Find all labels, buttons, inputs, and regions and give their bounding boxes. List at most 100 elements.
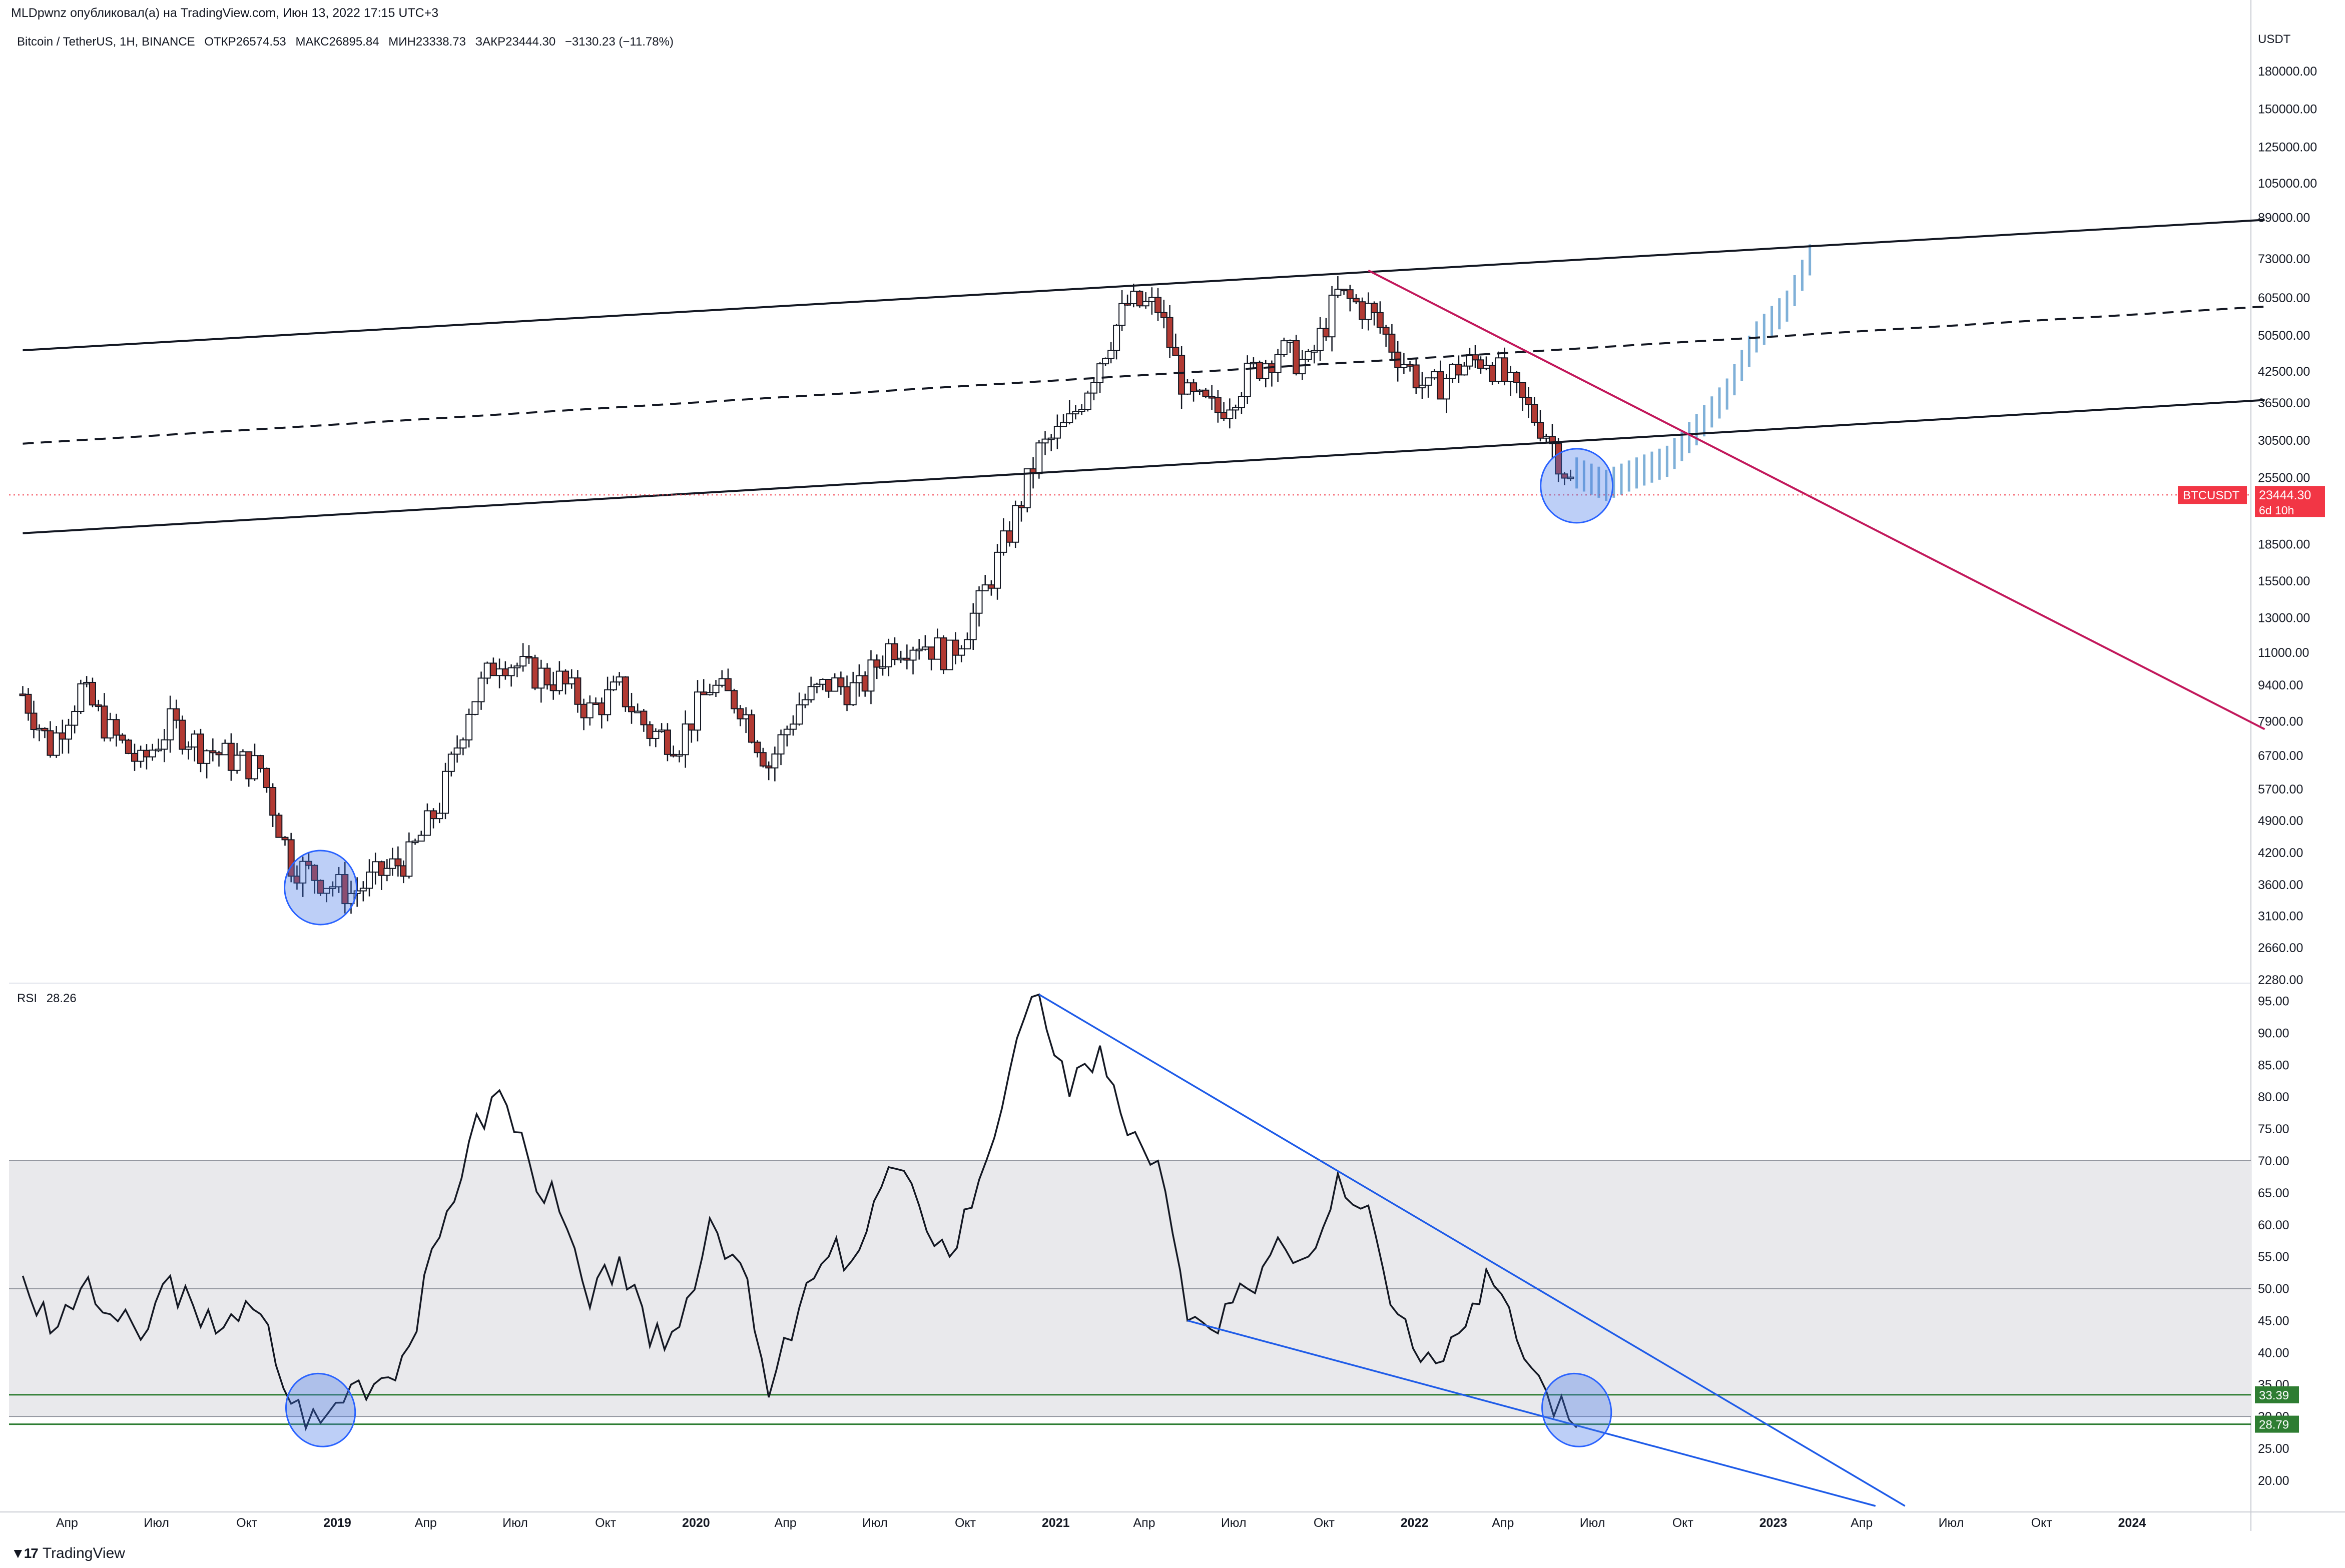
trendline-channel_bottom (23, 399, 2265, 534)
price-tick-label: 60500.00 (2258, 291, 2310, 305)
candle-body (30, 712, 38, 730)
candle-body (694, 691, 702, 731)
candle-body (1322, 328, 1330, 338)
time-axis-label: 2019 (323, 1516, 351, 1530)
price-tick-label: 4200.00 (2258, 846, 2303, 860)
candle-body (759, 752, 767, 766)
candle-body (1328, 294, 1336, 338)
candle-body (1160, 312, 1167, 318)
price-tick-label: 2280.00 (2258, 973, 2303, 987)
candle-body (1035, 442, 1043, 474)
candle-body (934, 637, 941, 660)
candle-body (975, 590, 983, 614)
highlight-circle (1540, 448, 1614, 524)
candle-body (233, 754, 241, 771)
candle-body (742, 714, 750, 719)
candle-body (215, 752, 223, 755)
candle-body (789, 723, 797, 730)
candle-body (496, 668, 503, 676)
price-tick-label: 7900.00 (2258, 714, 2303, 728)
footer-brand[interactable]: TradingView (42, 1545, 125, 1561)
trendline-channel_mid (23, 305, 2265, 445)
tradingview-logo-icon[interactable]: ▼17 (11, 1545, 39, 1561)
candle-body (837, 677, 845, 687)
candle-body (1053, 426, 1061, 439)
rsi-marker-badge (2255, 1386, 2299, 1403)
candle-body (287, 839, 295, 877)
candle-body (537, 667, 545, 689)
candle-body (317, 880, 324, 894)
rsi-tick-label: 55.00 (2258, 1250, 2289, 1264)
price-tick-label: 18500.00 (2258, 538, 2310, 552)
rsi-label[interactable]: RSI (17, 992, 38, 1005)
rsi-highlight-circle (1541, 1372, 1612, 1447)
candle-body (1317, 328, 1324, 351)
candle-body (1406, 364, 1414, 367)
candle-body (257, 755, 264, 769)
candle-body (1495, 357, 1502, 382)
candle-body (1041, 438, 1049, 444)
candle-body (513, 665, 521, 668)
candle-body (1096, 363, 1104, 383)
rsi-marker-badge (2255, 1415, 2299, 1433)
candle-body (299, 861, 307, 884)
time-axis-label: Апр (1133, 1516, 1155, 1530)
time-axis-label: Окт (236, 1516, 258, 1530)
candle-body (1346, 289, 1354, 299)
candle-body (1293, 340, 1300, 375)
rsi-tick-label: 85.00 (2258, 1058, 2289, 1072)
candle-body (634, 710, 642, 713)
candle-body (981, 584, 989, 591)
candle-body (137, 749, 145, 762)
price-tick-label: 73000.00 (2258, 252, 2310, 266)
candle-body (191, 733, 198, 748)
price-tick-label: 25500.00 (2258, 471, 2310, 485)
candle-body (77, 683, 85, 712)
candle-body (1471, 354, 1479, 361)
candle-body (813, 683, 821, 687)
price-tick-label: 4900.00 (2258, 814, 2303, 828)
candle-body (1425, 377, 1432, 386)
publisher-line: MLDpwnz опубликовал(а) на TradingView.co… (11, 6, 439, 20)
candle-body (95, 704, 102, 707)
rsi-highlight-circle (285, 1372, 356, 1447)
candle-body (921, 646, 929, 650)
candle-body (676, 754, 683, 757)
candle-body (796, 704, 803, 725)
candle-body (1482, 365, 1490, 369)
rsi-value: 28.26 (46, 992, 77, 1005)
candle-body (1090, 382, 1097, 394)
candle-body (1477, 359, 1484, 369)
candle-body (281, 837, 289, 841)
candle-body (1196, 389, 1204, 392)
candle-body (1305, 351, 1312, 360)
candle-body (909, 649, 917, 661)
candle-body (209, 750, 217, 753)
candle-body (1118, 303, 1126, 326)
time-axis-label: Июл (502, 1516, 528, 1530)
candle-body (771, 753, 779, 768)
candle-body (489, 662, 497, 676)
rsi-legend: RSI 28.26 (17, 992, 83, 1006)
candle-body (1172, 347, 1180, 356)
candle-body (519, 656, 527, 667)
footer: ▼17 TradingView (11, 1545, 125, 1562)
rsi-marker-badge-label: 28.79 (2259, 1418, 2289, 1432)
legend-symbol[interactable]: Bitcoin / TetherUS, 1Н, BINANCE (17, 35, 195, 49)
candle-body (1536, 422, 1544, 439)
candle-body (41, 727, 49, 731)
price-tick-label: 30500.00 (2258, 434, 2310, 448)
candle-body (1561, 473, 1568, 479)
candle-body (1178, 355, 1186, 395)
candle-body (383, 868, 391, 876)
candle-body (670, 753, 677, 756)
candle-body (59, 732, 66, 740)
price-tick-label: 15500.00 (2258, 574, 2310, 588)
candle-body (1232, 407, 1240, 411)
candle-body (682, 723, 689, 755)
candle-body (161, 739, 168, 750)
candle-body (712, 684, 720, 693)
rsi-tick-label: 50.00 (2258, 1282, 2289, 1296)
candle-body (1202, 389, 1210, 397)
